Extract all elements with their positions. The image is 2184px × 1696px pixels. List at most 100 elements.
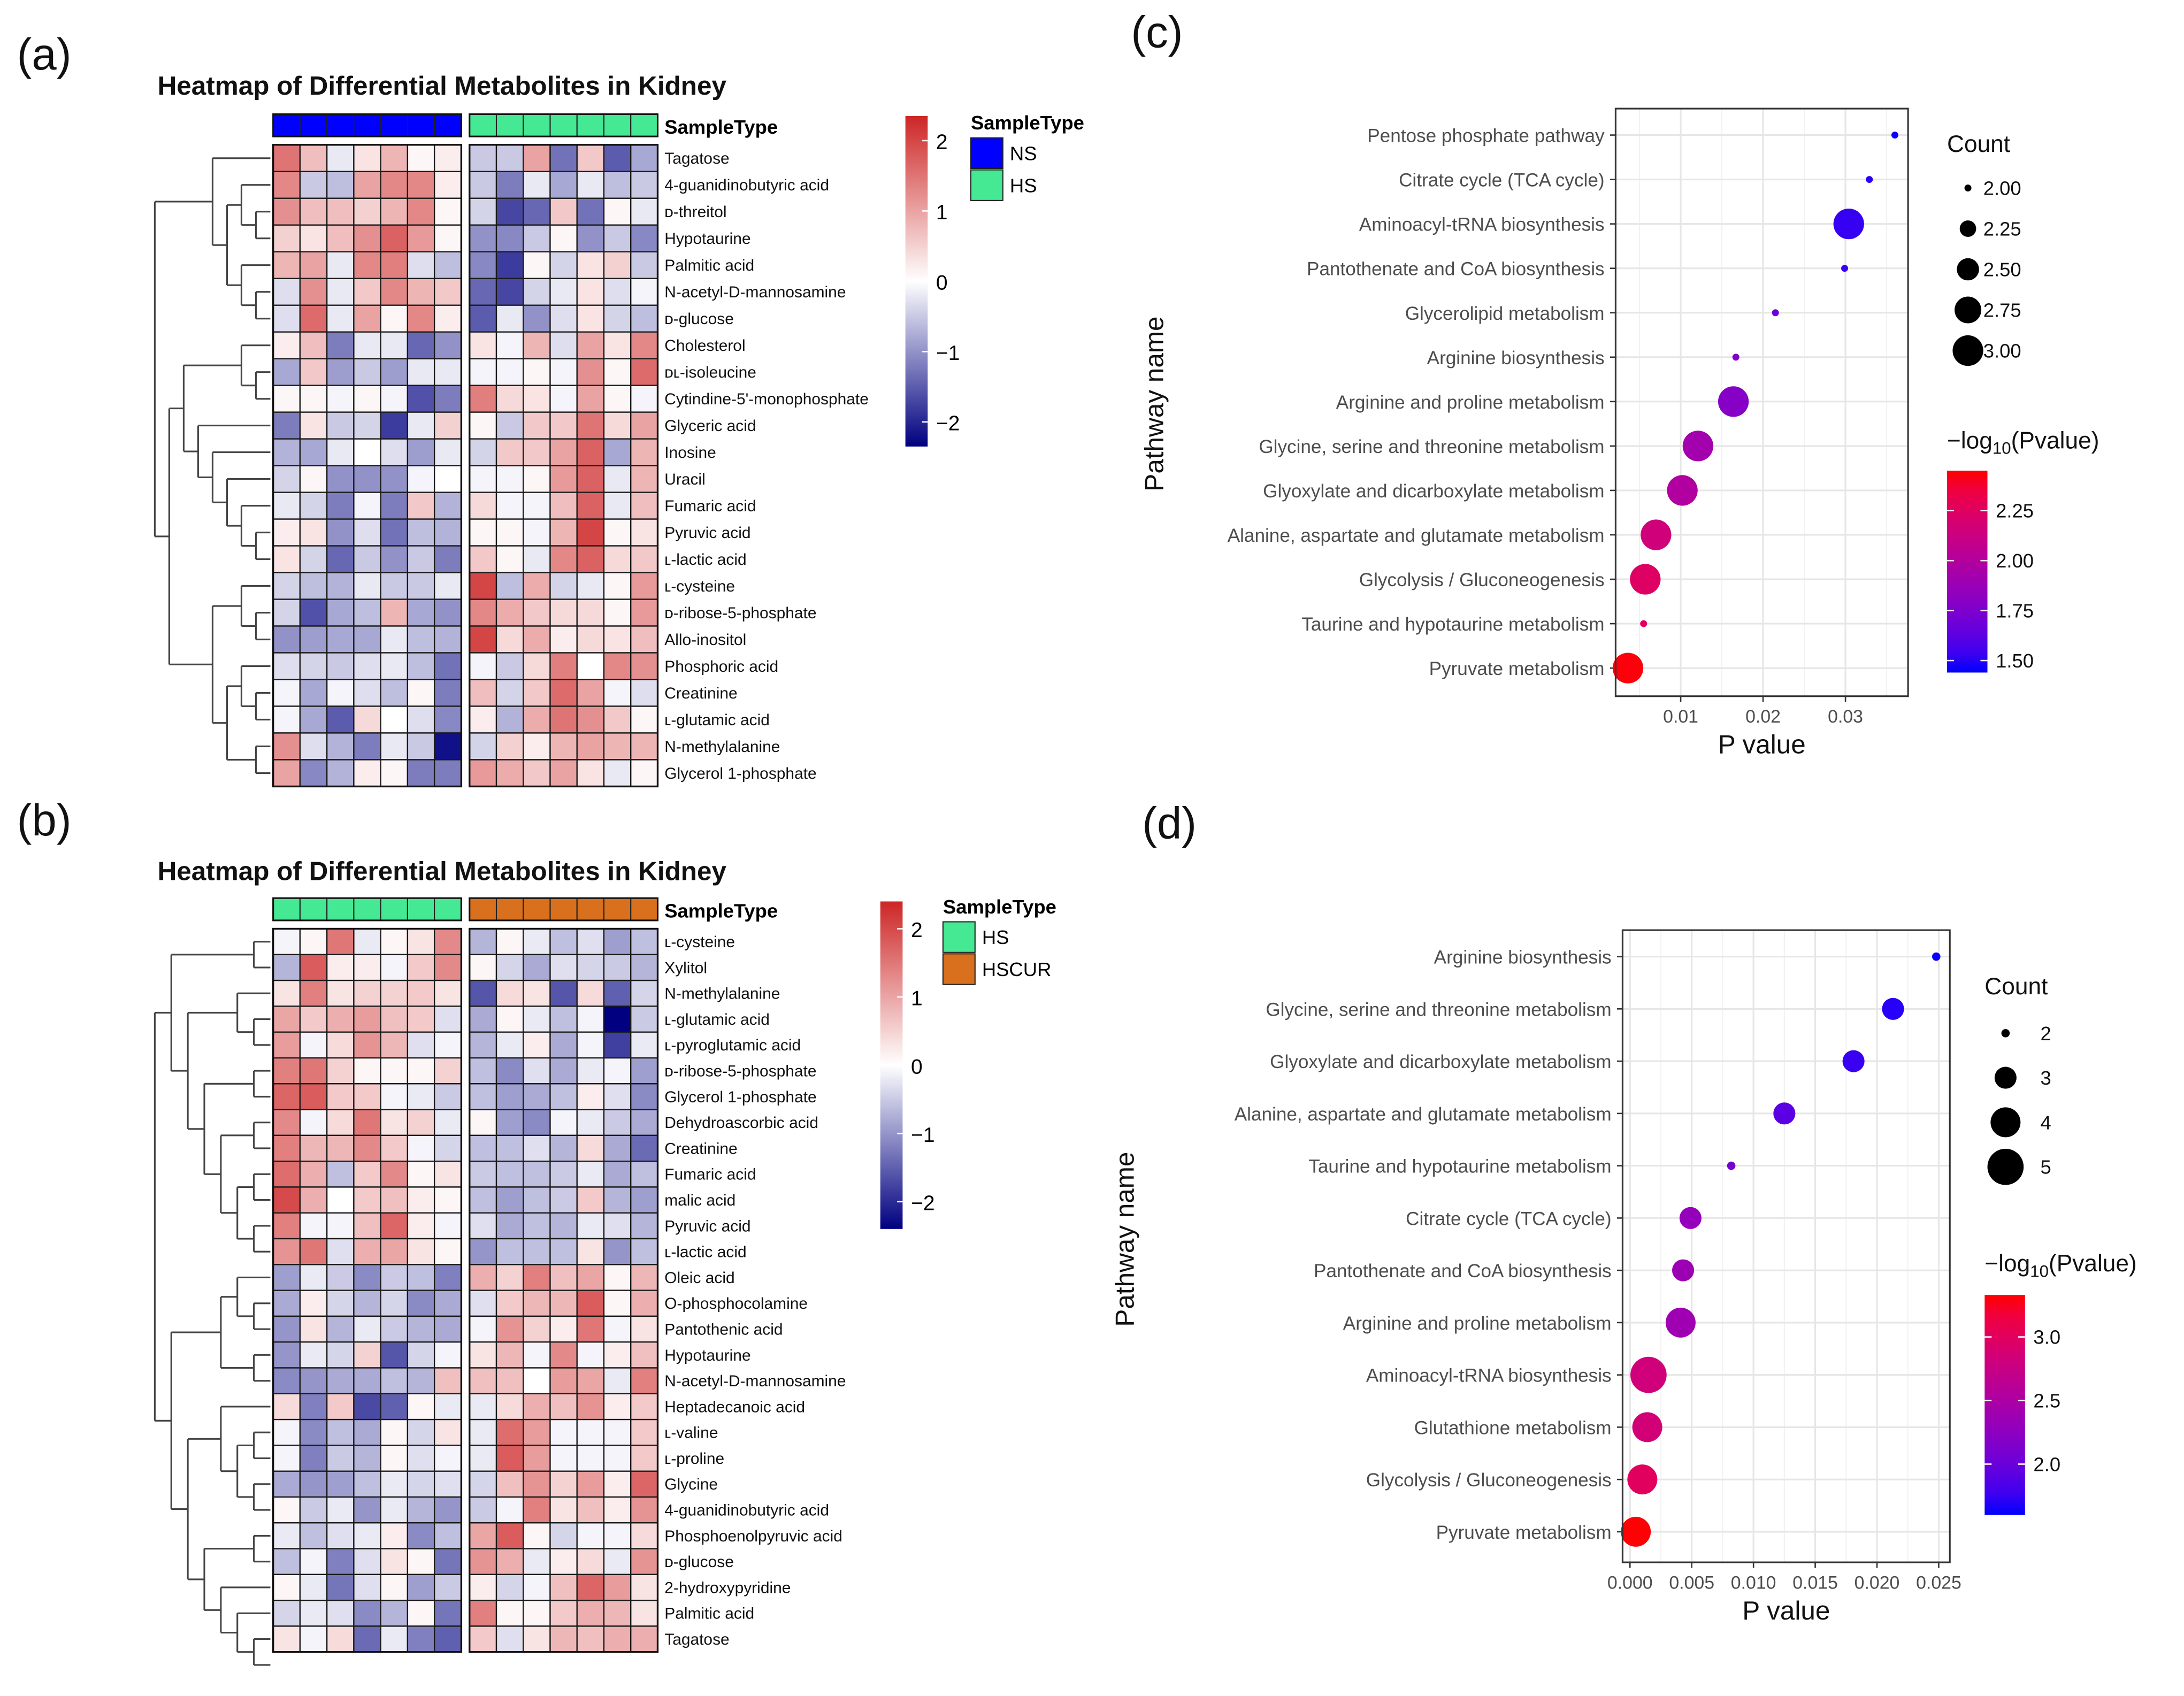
heatmap-cell	[353, 1341, 381, 1369]
heatmap-cell	[549, 1212, 578, 1240]
heatmap-cell	[576, 1264, 605, 1291]
heatmap-cell	[603, 625, 632, 654]
heatmap-cell	[299, 1418, 328, 1446]
heatmap-cell	[576, 1470, 605, 1498]
heatmap-cell	[299, 652, 328, 680]
heatmap-cell	[523, 1238, 551, 1265]
heatmap-cell	[299, 1290, 328, 1317]
heatmap-cell	[353, 1548, 381, 1576]
heatmap-cell	[272, 438, 301, 466]
heatmap-cell	[523, 545, 551, 573]
heatmap-cell	[433, 679, 462, 707]
heatmap-cell	[549, 1083, 578, 1110]
heatmap-cell	[353, 1393, 381, 1421]
heatmap-cell	[407, 1109, 435, 1137]
heatmap-cell	[469, 1083, 497, 1110]
heatmap-cell	[603, 358, 632, 386]
heatmap-cell	[326, 1418, 355, 1446]
heatmap-cell	[353, 1445, 381, 1472]
heatmap-cell	[495, 278, 524, 306]
heatmap-cell	[523, 1083, 551, 1110]
heatmap-cell	[630, 598, 658, 627]
heatmap-cell	[272, 625, 301, 654]
heatmap-cell	[380, 1315, 409, 1343]
colorbar-tick-label: 0	[936, 272, 948, 295]
heatmap-cell	[326, 954, 355, 981]
pathway-label: Alanine, aspartate and glutamate metabol…	[1228, 525, 1605, 546]
heatmap-cell	[469, 358, 497, 386]
heatmap-cell	[576, 331, 605, 359]
heatmap-cell	[549, 1290, 578, 1317]
heatmap-cell	[326, 1496, 355, 1524]
heatmap-cell	[299, 518, 328, 547]
colorbar-tick-label: 2.00	[1996, 550, 2034, 572]
pathway-label: Glycine, serine and threonine metabolism	[1259, 436, 1604, 457]
heatmap-cell	[630, 1522, 658, 1549]
heatmap-cell	[523, 1186, 551, 1214]
heatmap-cell	[299, 224, 328, 252]
heatmap-cell	[299, 438, 328, 466]
heatmap-cell	[407, 705, 435, 734]
row-label: ʟ-pyroglutamic acid	[664, 1037, 801, 1054]
heatmap-cell	[433, 705, 462, 734]
legend-title: SampleType	[943, 896, 1056, 918]
heatmap-cell	[469, 1186, 497, 1214]
heatmap-cell	[523, 1315, 551, 1343]
heatmap-cell	[272, 1548, 301, 1576]
heatmap-cell	[380, 1083, 409, 1110]
heatmap-cell	[299, 1367, 328, 1394]
heatmap-cell	[576, 1599, 605, 1627]
heatmap-cell	[469, 979, 497, 1007]
heatmap-cell	[523, 278, 551, 306]
heatmap-cell	[495, 1522, 524, 1549]
heatmap-cell	[433, 732, 462, 761]
colorbar-tick-label: 1.75	[1996, 600, 2034, 622]
heatmap-cell	[469, 1367, 497, 1394]
heatmap-cell	[469, 224, 497, 252]
panel-label-c: (c)	[1131, 7, 1183, 57]
panel-label-a: (a)	[17, 29, 72, 79]
heatmap-cell	[326, 1470, 355, 1498]
row-label: Creatinine	[664, 1140, 737, 1157]
heatmap-cell	[549, 278, 578, 306]
heatmap-cell	[630, 1548, 658, 1576]
annotation-group-border	[469, 113, 659, 137]
heatmap-cell	[407, 652, 435, 680]
sample-annotation-cell	[353, 897, 381, 921]
heatmap-cell	[407, 1393, 435, 1421]
heatmap-cell	[523, 652, 551, 680]
data-point	[1732, 354, 1739, 361]
sample-annotation-cell	[576, 897, 605, 921]
heatmap-cell	[326, 1006, 355, 1033]
heatmap-cell	[495, 545, 524, 573]
heatmap-cell	[576, 1445, 605, 1472]
heatmap-cell	[576, 1238, 605, 1265]
heatmap-cell	[380, 598, 409, 627]
row-label: 4-guanidinobutyric acid	[664, 176, 829, 194]
row-label: Fumaric acid	[664, 1166, 756, 1184]
heatmap-cell	[407, 572, 435, 600]
heatmap-cell	[433, 1445, 462, 1472]
heatmap-cell	[630, 652, 658, 680]
heatmap-cell	[469, 492, 497, 520]
data-point	[1632, 1412, 1662, 1442]
heatmap-cell	[353, 331, 381, 359]
heatmap-cell	[433, 1006, 462, 1033]
heatmap-cell	[407, 1160, 435, 1188]
heatmap-cell	[523, 1625, 551, 1653]
heatmap-cell	[326, 171, 355, 199]
sample-annotation-cell	[434, 113, 462, 137]
heatmap-cell	[407, 492, 435, 520]
heatmap-cell	[299, 144, 328, 172]
heatmap-cell	[630, 1341, 658, 1369]
heatmap-cell	[630, 1238, 658, 1265]
heatmap-cell	[495, 1186, 524, 1214]
heatmap-cell	[603, 438, 632, 466]
x-tick-label: 0.03	[1828, 707, 1863, 727]
heatmap-cell	[407, 545, 435, 573]
heatmap-cell	[576, 1006, 605, 1033]
heatmap-cell	[272, 518, 301, 547]
heatmap-cell	[549, 1496, 578, 1524]
heatmap-cell	[523, 331, 551, 359]
heatmap-cell	[549, 1109, 578, 1137]
